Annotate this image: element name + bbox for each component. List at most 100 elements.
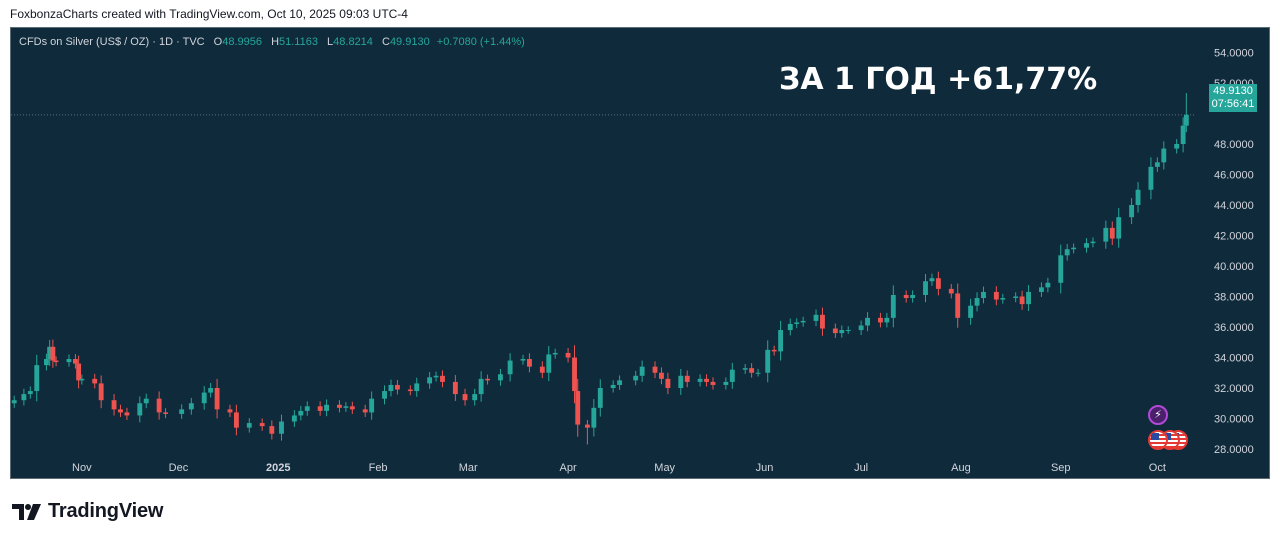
candle bbox=[1116, 208, 1122, 248]
candle bbox=[208, 383, 214, 398]
high-label: H bbox=[271, 36, 280, 48]
x-tick-label: May bbox=[654, 462, 675, 474]
y-tick-label: 42.0000 bbox=[1214, 231, 1254, 243]
candle bbox=[53, 356, 59, 367]
symbol-name: CFDs on Silver (US$ / OZ) · 1D · TVC bbox=[19, 36, 205, 48]
bar-countdown: 07:56:41 bbox=[1211, 98, 1255, 110]
candle bbox=[729, 362, 735, 389]
candle bbox=[565, 347, 571, 363]
x-tick-label: Feb bbox=[369, 462, 388, 474]
candle bbox=[43, 353, 49, 371]
candle bbox=[1045, 277, 1051, 293]
candle bbox=[34, 354, 40, 402]
candle bbox=[639, 360, 645, 382]
low-value: 48.8214 bbox=[333, 36, 373, 48]
candle bbox=[742, 363, 748, 374]
candle bbox=[137, 396, 143, 423]
y-tick-label: 34.0000 bbox=[1214, 353, 1254, 365]
candle bbox=[227, 404, 233, 417]
candle bbox=[507, 353, 513, 382]
candle bbox=[388, 379, 394, 397]
candle bbox=[233, 404, 239, 436]
candle bbox=[1013, 292, 1019, 303]
x-tick-label: Nov bbox=[72, 462, 92, 474]
candle bbox=[98, 375, 104, 409]
candle bbox=[382, 385, 387, 405]
y-tick-label: 38.0000 bbox=[1214, 292, 1254, 304]
candle bbox=[1084, 238, 1089, 253]
candle bbox=[1161, 141, 1167, 170]
candle bbox=[11, 395, 17, 408]
y-tick-label: 54.0000 bbox=[1214, 48, 1254, 60]
candle bbox=[527, 353, 532, 373]
candle bbox=[771, 345, 777, 356]
candle bbox=[755, 368, 761, 377]
close-value: 49.9130 bbox=[389, 36, 430, 48]
y-tick-label: 48.0000 bbox=[1214, 139, 1254, 151]
candle bbox=[298, 405, 304, 421]
candle bbox=[858, 320, 864, 336]
candle bbox=[118, 404, 123, 417]
candle bbox=[710, 377, 716, 390]
candle bbox=[259, 418, 265, 431]
candle bbox=[845, 326, 851, 334]
candle bbox=[552, 348, 558, 359]
candle bbox=[163, 408, 168, 419]
candle bbox=[1148, 157, 1154, 200]
candle bbox=[1019, 290, 1025, 310]
candle bbox=[246, 418, 252, 433]
us-flag-icon[interactable] bbox=[1148, 430, 1168, 450]
x-tick-label: Apr bbox=[560, 462, 577, 474]
change-value: +0.7080 (+1.44%) bbox=[436, 36, 525, 48]
tradingview-brand: TradingView bbox=[48, 500, 164, 522]
candle bbox=[993, 286, 999, 306]
candle bbox=[343, 402, 349, 413]
candle bbox=[749, 363, 755, 378]
candle bbox=[665, 372, 671, 395]
candle bbox=[884, 312, 890, 328]
candle bbox=[433, 371, 439, 382]
candle bbox=[394, 379, 400, 395]
candle bbox=[92, 373, 98, 389]
candle bbox=[820, 307, 825, 336]
candle bbox=[935, 271, 941, 296]
candle bbox=[291, 410, 297, 427]
candle bbox=[188, 397, 194, 415]
candle bbox=[143, 393, 149, 409]
candle bbox=[279, 414, 284, 441]
candle bbox=[111, 394, 117, 416]
candle bbox=[1129, 198, 1135, 225]
candle bbox=[704, 374, 709, 387]
chart-panel[interactable]: 28.0000 30.0000 32.0000 34.0000 36.0000 38.00… bbox=[10, 27, 1270, 479]
candle bbox=[498, 368, 503, 386]
x-tick-label: Oct bbox=[1149, 462, 1166, 474]
candle bbox=[974, 292, 980, 312]
candle bbox=[832, 323, 838, 339]
candle bbox=[697, 374, 703, 387]
flash-icon[interactable]: ⚡ bbox=[1148, 405, 1168, 425]
candle bbox=[201, 386, 207, 410]
candle bbox=[349, 401, 355, 414]
x-tick-label: Sep bbox=[1051, 462, 1071, 474]
candle bbox=[633, 370, 639, 386]
y-tick-label: 40.0000 bbox=[1214, 261, 1254, 273]
candle bbox=[520, 354, 526, 365]
candle bbox=[1039, 282, 1044, 297]
candle bbox=[124, 407, 130, 421]
candle bbox=[50, 339, 56, 368]
candle bbox=[1103, 220, 1109, 249]
candle bbox=[76, 355, 82, 389]
candle bbox=[362, 404, 368, 417]
candle bbox=[591, 399, 597, 437]
y-tick-label: 30.0000 bbox=[1214, 414, 1254, 426]
candle bbox=[652, 361, 658, 379]
x-tick-label: Jun bbox=[756, 462, 774, 474]
high-value: 51.1163 bbox=[279, 36, 318, 48]
x-tick-label: Jul bbox=[854, 462, 868, 474]
candle bbox=[839, 325, 845, 338]
candle bbox=[27, 386, 33, 399]
x-tick-label: Dec bbox=[169, 462, 189, 474]
candle bbox=[903, 290, 909, 303]
tradingview-footer: TradingView bbox=[12, 500, 163, 523]
candle bbox=[572, 345, 577, 404]
